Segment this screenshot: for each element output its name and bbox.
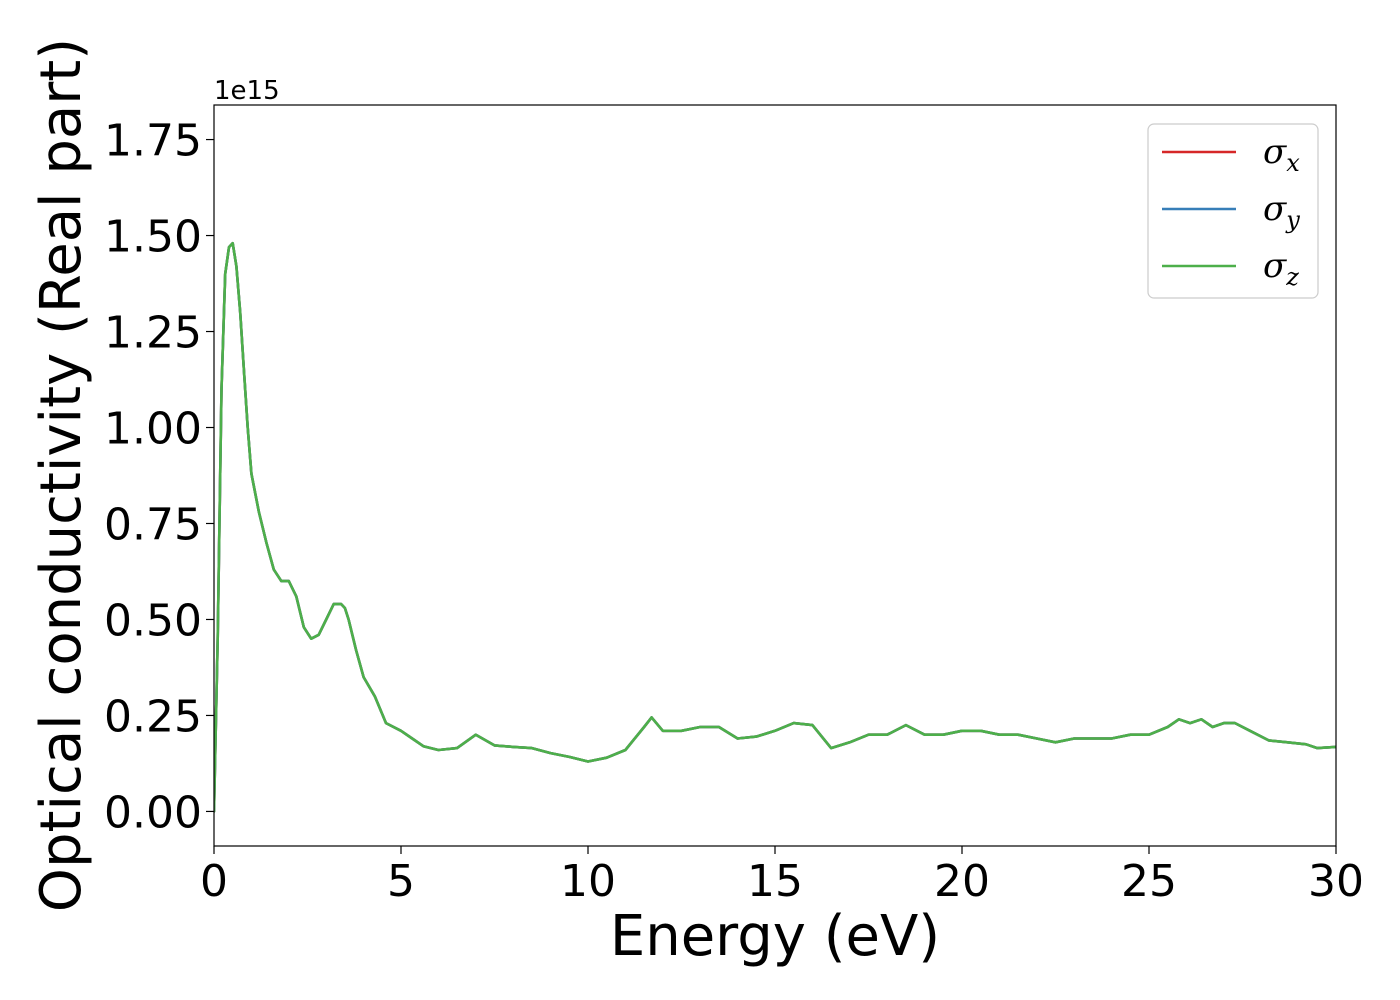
legend-subscript: z <box>1285 263 1299 291</box>
y-tick-label: 1.25 <box>104 308 202 359</box>
x-tick-label: 25 <box>1121 856 1177 907</box>
x-tick-label: 15 <box>747 856 803 907</box>
x-tick-label: 5 <box>387 856 415 907</box>
y-tick-label: 0.25 <box>104 691 202 742</box>
x-tick-label: 0 <box>200 856 228 907</box>
legend-symbol: σ <box>1263 189 1287 229</box>
y-axis: 0.00 0.25 0.50 0.75 1.00 1.25 1.50 1.75 <box>104 116 214 838</box>
y-tick-label: 1.75 <box>104 116 202 167</box>
x-tick-label: 10 <box>560 856 616 907</box>
x-tick-label: 30 <box>1308 856 1364 907</box>
y-tick-label: 1.00 <box>104 404 202 455</box>
legend-label-y: σy <box>1263 189 1300 234</box>
y-tick-label: 0.75 <box>104 499 202 550</box>
legend-subscript: y <box>1285 206 1300 234</box>
y-tick-label: 0.50 <box>104 595 202 646</box>
y-axis-title: Optical conductivity (Real part) <box>29 38 94 912</box>
legend-box <box>1147 123 1319 299</box>
legend-label-z: σz <box>1263 246 1299 291</box>
legend-subscript: x <box>1286 149 1300 177</box>
y-tick-label: 1.50 <box>104 212 202 263</box>
y-tick-label: 0.00 <box>104 787 202 838</box>
x-axis: 0 5 10 15 20 25 30 <box>200 846 1364 907</box>
x-axis-title: Energy (eV) <box>610 904 940 969</box>
legend-symbol: σ <box>1263 132 1287 172</box>
legend-label-x: σx <box>1263 132 1300 177</box>
series-layer <box>214 241 1336 813</box>
series-line-z <box>214 241 1336 813</box>
x-tick-label: 20 <box>934 856 990 907</box>
y-axis-offset-label: 1e15 <box>214 76 280 106</box>
legend-symbol: σ <box>1263 246 1287 286</box>
